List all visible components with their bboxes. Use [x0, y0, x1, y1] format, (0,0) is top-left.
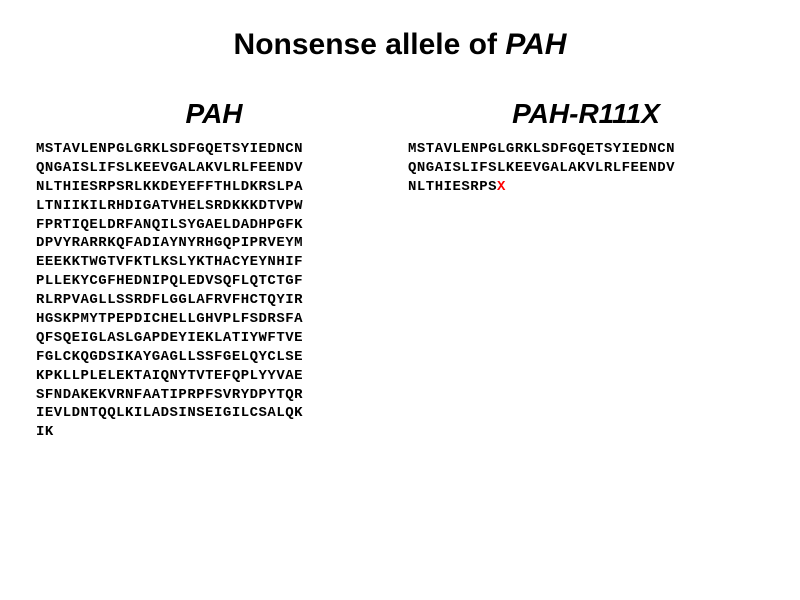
main-title-prefix: Nonsense allele of — [234, 28, 506, 61]
wildtype-column: PAH MSTAVLENPGLGRKLSDFGQETSYIEDNCN QNGAI… — [30, 98, 398, 442]
stop-codon-x: X — [497, 179, 506, 195]
columns-container: PAH MSTAVLENPGLGRKLSDFGQETSYIEDNCN QNGAI… — [0, 98, 800, 442]
wildtype-heading: PAH — [185, 98, 242, 130]
mutant-heading: PAH-R111X — [512, 98, 660, 130]
main-title-gene: PAH — [505, 28, 566, 61]
mutant-sequence: MSTAVLENPGLGRKLSDFGQETSYIEDNCN QNGAISLIF… — [402, 140, 675, 197]
wildtype-sequence: MSTAVLENPGLGRKLSDFGQETSYIEDNCN QNGAISLIF… — [30, 140, 303, 442]
main-title: Nonsense allele of PAH — [0, 0, 800, 98]
mutant-column: PAH-R111X MSTAVLENPGLGRKLSDFGQETSYIEDNCN… — [402, 98, 770, 442]
